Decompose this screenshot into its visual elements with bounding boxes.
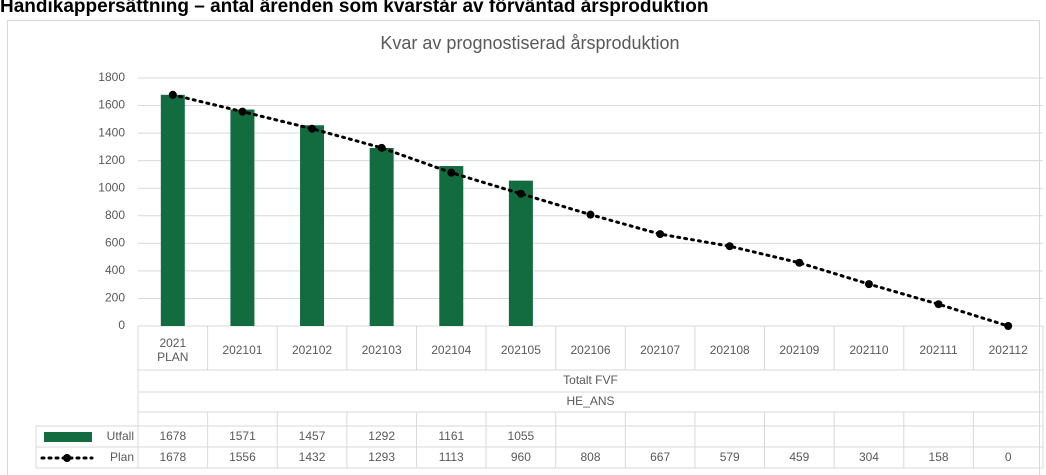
bar [230, 109, 255, 326]
plan-marker [864, 280, 873, 289]
x-tick-label: 202112 [988, 343, 1028, 357]
table-value: 0 [1005, 450, 1012, 464]
table-value: 1678 [159, 429, 186, 443]
table-value: 667 [650, 450, 670, 464]
legend-marker [63, 454, 71, 462]
x-tick-label: 202111 [919, 343, 958, 357]
chart-border [7, 20, 1040, 475]
plan-marker [516, 189, 525, 198]
x-tick-label: 202110 [849, 343, 889, 357]
x-tick-label: 202104 [431, 343, 472, 357]
table-value: 1571 [229, 429, 256, 443]
y-tick-label: 1200 [98, 153, 125, 167]
table-value: 1292 [368, 429, 395, 443]
plan-marker [377, 143, 386, 152]
group-label: Totalt FVF [563, 373, 618, 387]
y-tick-label: 0 [118, 318, 125, 332]
plan-line [171, 93, 1010, 328]
y-tick-label: 1600 [98, 98, 125, 112]
table-value: 1293 [368, 450, 395, 464]
table-value: 1113 [439, 450, 464, 464]
plan-marker [725, 242, 734, 251]
table-value: 304 [859, 450, 879, 464]
y-tick-label: 400 [105, 263, 125, 277]
bar [508, 180, 533, 326]
plan-marker [795, 258, 804, 267]
table-value: 459 [789, 450, 809, 464]
bar [439, 166, 464, 326]
y-tick-label: 1000 [98, 180, 125, 194]
plan-marker [586, 210, 595, 219]
plan-marker [447, 168, 456, 177]
bar [160, 94, 185, 326]
plan-marker [308, 124, 317, 133]
legend-swatch [44, 432, 92, 442]
y-tick-label: 200 [105, 291, 125, 305]
table-value: 158 [929, 450, 949, 464]
plan-marker [934, 300, 943, 309]
y-tick-label: 800 [105, 208, 125, 222]
plan-marker [1004, 322, 1013, 330]
bar [369, 147, 394, 326]
bar [300, 125, 325, 326]
page-title: Handikappersättning – antal ärenden som … [0, 0, 708, 17]
table-value: 1556 [229, 450, 256, 464]
chart-title: Kvar av prognostiserad årsproduktion [380, 33, 679, 53]
x-tick-label: 202102 [292, 343, 333, 357]
y-tick-label: 1400 [98, 125, 125, 139]
table-value: 579 [720, 450, 740, 464]
group-label: HE_ANS [566, 394, 614, 408]
x-tick-label: 2021 PLAN [157, 336, 189, 364]
table-value: 1678 [159, 450, 186, 464]
table-value: 1161 [438, 429, 464, 443]
table-value: 960 [511, 450, 531, 464]
plan-marker [238, 107, 247, 116]
x-tick-label: 202103 [361, 343, 402, 357]
x-tick-label: 202101 [222, 343, 263, 357]
x-tick-label: 202107 [640, 343, 681, 357]
table-value: 808 [580, 450, 600, 464]
table-value: 1457 [299, 429, 326, 443]
y-tick-label: 1800 [98, 70, 125, 84]
y-tick-label: 600 [105, 236, 125, 250]
table-value: 1432 [299, 450, 326, 464]
x-tick-label: 202106 [570, 343, 611, 357]
legend-label: Plan [110, 450, 134, 464]
plan-marker [168, 90, 177, 99]
x-tick-label: 202105 [500, 343, 541, 357]
table-value: 1055 [508, 429, 535, 443]
x-tick-label: 202108 [709, 343, 750, 357]
plan-marker [656, 230, 665, 239]
x-tick-label: 202109 [779, 343, 820, 357]
legend-label: Utfall [107, 429, 134, 443]
